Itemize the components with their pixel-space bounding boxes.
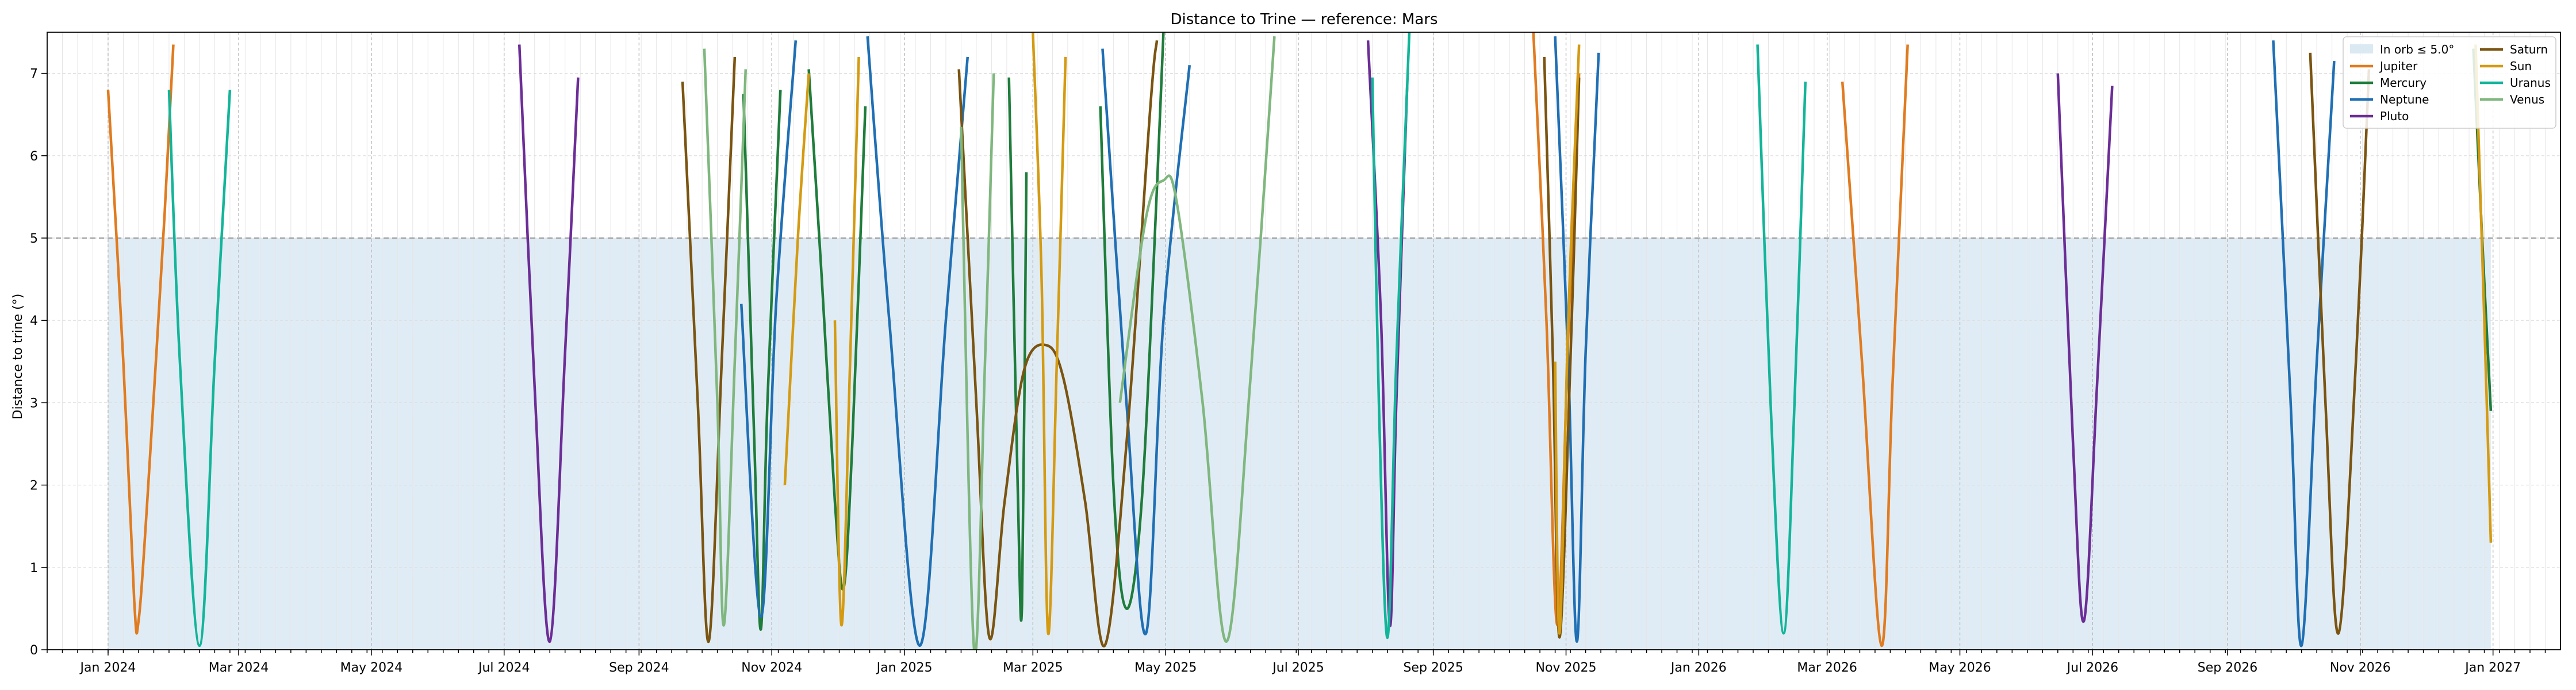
y-tick-label: 1: [30, 561, 38, 576]
plot-area: Jan 2024 Mar 2024 May 2024 Jul 2024 Sep 2024…: [30, 32, 2561, 675]
x-tick-label: Nov 2024: [741, 661, 802, 675]
x-tick-label: May 2025: [1134, 661, 1197, 675]
x-tick-label: Jan 2027: [2464, 661, 2521, 675]
series-line-venus: [960, 73, 995, 650]
legend-label-venus: Venus: [2510, 93, 2544, 106]
legend-label-in-orb-5-0: In orb ≤ 5.0°: [2380, 43, 2454, 56]
series-line-neptune: [739, 40, 798, 618]
y-tick-label: 0: [30, 643, 38, 658]
legend-label-neptune: Neptune: [2380, 93, 2429, 106]
series-line-neptune: [1554, 36, 1600, 643]
series-line-pluto: [518, 44, 580, 643]
x-tick-label: Sep 2025: [1403, 661, 1463, 675]
y-axis-label: Distance to trine (°): [11, 294, 25, 420]
series-line-neptune: [2272, 40, 2336, 647]
y-tick-label: 2: [30, 479, 38, 493]
y-tick-label: 4: [30, 314, 38, 328]
x-tick-label: May 2024: [340, 661, 402, 675]
series-line-neptune: [866, 36, 969, 647]
x-tick-label: Sep 2026: [2198, 661, 2257, 675]
x-tick-label: Jan 2024: [79, 661, 136, 675]
series-line-sun: [1032, 32, 1067, 635]
orb-region: [108, 238, 2491, 650]
series-line-uranus: [1756, 44, 1807, 635]
series-layer: [106, 32, 2493, 650]
series-line-jupiter: [106, 44, 175, 635]
legend-label-sun: Sun: [2510, 59, 2532, 73]
x-tick-label: Sep 2024: [609, 661, 669, 675]
legend-label-pluto: Pluto: [2380, 109, 2409, 123]
plot-frame: [47, 32, 2561, 650]
series-line-sun: [833, 56, 860, 627]
x-axis: Jan 2024 Mar 2024 May 2024 Jul 2024 Sep 2024…: [79, 32, 2521, 675]
y-axis: 0 1 2 3 4 5 6 7: [30, 67, 2560, 658]
y-tick-label: 3: [30, 396, 38, 411]
x-tick-label: Mar 2026: [1797, 661, 1857, 675]
x-tick-label: Mar 2024: [209, 661, 269, 675]
series-line-uranus: [167, 90, 232, 647]
x-tick-label: Mar 2025: [1003, 661, 1063, 675]
series-line-venus: [703, 48, 747, 627]
chart-title: Distance to Trine — reference: Mars: [1170, 11, 1438, 28]
series-line-mercury: [742, 90, 782, 631]
legend: In orb ≤ 5.0° Jupiter Mercury Neptune Pluto S…: [2343, 36, 2556, 129]
x-tick-label: Jul 2025: [1271, 661, 1324, 675]
series-line-saturn: [681, 56, 737, 643]
x-tick-label: Jan 2026: [1670, 661, 1727, 675]
y-tick-label: 6: [30, 150, 38, 164]
x-tick-label: Jul 2026: [2066, 661, 2119, 675]
legend-label-jupiter: Jupiter: [2379, 59, 2418, 73]
legend-swatch-orb: [2350, 44, 2373, 53]
x-tick-label: Jan 2025: [876, 661, 933, 675]
legend-label-saturn: Saturn: [2510, 43, 2548, 56]
series-line-pluto: [2056, 73, 2114, 623]
x-tick-label: Nov 2025: [1536, 661, 1597, 675]
x-tick-label: Nov 2026: [2330, 661, 2391, 675]
legend-label-mercury: Mercury: [2380, 76, 2426, 90]
x-tick-label: Jul 2024: [477, 661, 530, 675]
series-line-sun: [783, 73, 810, 485]
y-tick-label: 5: [30, 232, 38, 246]
series-line-saturn: [1543, 56, 1581, 639]
series-line-sun: [1554, 44, 1581, 635]
y-tick-label: 7: [30, 67, 38, 82]
legend-label-uranus: Uranus: [2510, 76, 2551, 90]
series-line-neptune: [1101, 48, 1191, 636]
series-line-jupiter: [1841, 44, 1909, 647]
series-line-venus: [1118, 36, 1276, 643]
legend-box: [2343, 36, 2556, 129]
series-line-uranus: [1371, 32, 1411, 639]
series-line-saturn: [2309, 52, 2371, 635]
x-tick-label: May 2026: [1929, 661, 1991, 675]
